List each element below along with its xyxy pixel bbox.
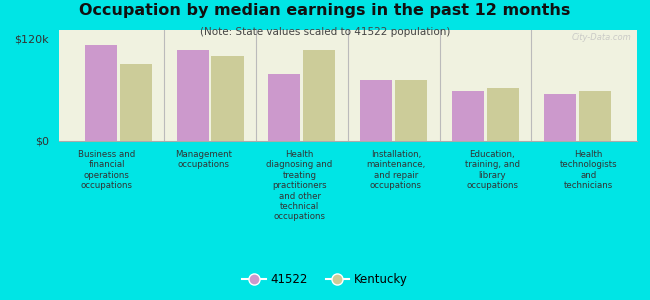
Text: Occupation by median earnings in the past 12 months: Occupation by median earnings in the pas… xyxy=(79,3,571,18)
Text: Education,
training, and
library
occupations: Education, training, and library occupat… xyxy=(465,150,520,190)
Bar xyxy=(360,80,392,141)
Bar xyxy=(120,64,152,141)
Bar xyxy=(211,56,244,141)
Legend: 41522, Kentucky: 41522, Kentucky xyxy=(237,269,413,291)
Text: Business and
financial
operations
occupations: Business and financial operations occupa… xyxy=(78,150,135,190)
Bar xyxy=(578,92,611,141)
Bar xyxy=(268,74,300,141)
Bar xyxy=(487,88,519,141)
Bar xyxy=(395,80,427,141)
Bar xyxy=(84,44,117,141)
Bar xyxy=(543,94,576,141)
Text: Installation,
maintenance,
and repair
occupations: Installation, maintenance, and repair oc… xyxy=(367,150,426,190)
Text: City-Data.com: City-Data.com xyxy=(571,33,631,42)
Bar xyxy=(452,92,484,141)
Text: Health
diagnosing and
treating
practitioners
and other
technical
occupations: Health diagnosing and treating practitio… xyxy=(266,150,333,221)
Bar xyxy=(177,50,209,141)
Text: (Note: State values scaled to 41522 population): (Note: State values scaled to 41522 popu… xyxy=(200,27,450,37)
Text: Management
occupations: Management occupations xyxy=(175,150,231,170)
Text: Health
technologists
and
technicians: Health technologists and technicians xyxy=(560,150,617,190)
Bar xyxy=(304,50,335,141)
